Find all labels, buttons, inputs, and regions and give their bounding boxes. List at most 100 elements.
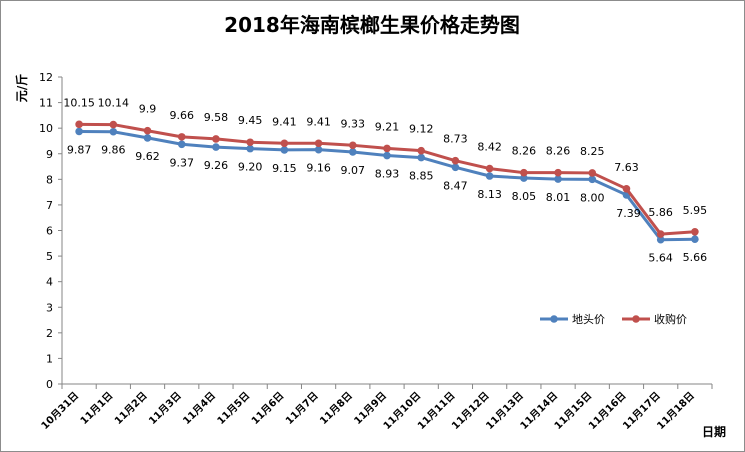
data-label: 8.05 (512, 190, 537, 203)
y-tick-label: 8 (46, 173, 53, 186)
data-label: 9.62 (135, 150, 160, 163)
data-point (588, 169, 597, 177)
data-point (348, 148, 357, 156)
data-label: 8.26 (546, 145, 571, 158)
x-axis-label: 日期 (702, 424, 726, 439)
y-tick-label: 0 (46, 378, 53, 391)
data-point (177, 133, 186, 141)
data-point (348, 141, 357, 150)
data-point (554, 175, 562, 183)
data-label: 9.33 (341, 117, 366, 130)
x-tick-label: 11月18日 (655, 390, 697, 432)
data-point (383, 151, 391, 160)
x-tick-label: 11月8日 (318, 390, 355, 427)
x-tick-label: 11月1日 (78, 390, 115, 427)
data-label: 8.26 (512, 145, 537, 158)
data-label: 8.47 (443, 179, 468, 192)
data-label: 5.64 (648, 252, 673, 265)
data-point (417, 146, 426, 155)
data-point (246, 144, 254, 153)
data-point (109, 127, 118, 136)
data-point (417, 153, 426, 162)
y-tick-label: 3 (46, 301, 53, 314)
x-tick-label: 11月6日 (249, 390, 286, 427)
data-label: 8.25 (580, 145, 605, 158)
data-label: 10.15 (63, 96, 95, 109)
data-point (212, 143, 220, 151)
data-label: 5.66 (683, 251, 708, 264)
data-label: 9.37 (169, 156, 194, 169)
data-label: 8.13 (477, 188, 502, 201)
data-label: 9.87 (67, 143, 92, 156)
series-shougou (75, 120, 699, 238)
data-point (280, 139, 289, 148)
y-tick-label: 9 (46, 148, 53, 161)
data-point (588, 175, 597, 184)
data-label: 9.9 (139, 103, 157, 116)
data-label: 10.14 (98, 97, 130, 110)
data-point (280, 146, 289, 154)
chart-title: 2018年海南槟榔生果价格走势图 (224, 13, 520, 37)
data-point (485, 172, 494, 180)
data-point (691, 235, 699, 243)
data-point (75, 120, 83, 129)
y-tick-label: 10 (39, 122, 53, 135)
legend: 地头价 收购价 (540, 312, 687, 326)
data-label: 5.95 (683, 204, 708, 217)
legend-swatch-marker (632, 315, 640, 323)
x-tick-label: 11月3日 (146, 390, 183, 427)
series-layer: 10.15 10.14 9.9 9.66 9.58 9.45 9.41 9.41 9.33 9.2… (63, 96, 707, 264)
y-tick-label: 11 (39, 97, 53, 110)
series-ditou (75, 127, 699, 244)
data-label: 8.93 (375, 168, 400, 181)
data-label: 8.73 (443, 133, 468, 146)
y-tick-label: 6 (46, 225, 53, 238)
data-label: 9.41 (272, 115, 297, 128)
data-label: 9.26 (204, 159, 229, 172)
data-label: 9.20 (238, 161, 263, 174)
legend-swatch-marker (550, 315, 558, 323)
x-tick-label: 11月5日 (215, 390, 252, 427)
data-label: 9.86 (101, 144, 126, 157)
data-label: 9.16 (306, 162, 331, 175)
data-point (314, 139, 323, 148)
data-point (622, 184, 631, 193)
data-label: 9.45 (238, 114, 263, 127)
data-point (177, 140, 186, 149)
data-label: 9.12 (409, 123, 434, 136)
data-point (554, 168, 562, 177)
data-label: 7.39 (616, 207, 641, 220)
y-axis-label: 元/斤 (14, 74, 29, 102)
data-point (520, 174, 528, 182)
data-label: 9.07 (341, 164, 366, 177)
data-label: 7.63 (614, 161, 639, 174)
data-label: 9.21 (375, 120, 400, 133)
data-point (75, 127, 83, 136)
data-label: 9.15 (272, 162, 297, 175)
data-point (520, 168, 528, 177)
y-tick-label: 5 (46, 250, 53, 263)
data-point (212, 135, 220, 143)
data-label: 8.01 (546, 191, 571, 204)
y-tick-label: 4 (46, 276, 53, 289)
data-label: 8.42 (477, 141, 502, 154)
data-point (656, 230, 665, 238)
data-point (143, 134, 152, 142)
data-point (314, 145, 323, 154)
data-label: 9.41 (306, 115, 331, 128)
data-label: 5.86 (648, 206, 673, 219)
legend-label: 收购价 (654, 312, 687, 326)
data-point (691, 227, 699, 236)
data-point (485, 164, 494, 173)
x-tick-label: 10月31日 (39, 390, 81, 432)
legend-label: 地头价 (572, 313, 605, 326)
data-point (451, 156, 460, 165)
x-tick-label: 11月4日 (181, 390, 218, 427)
data-point (143, 126, 152, 135)
data-point (383, 144, 391, 153)
y-tick-label: 7 (46, 199, 53, 212)
y-tick-label: 12 (39, 71, 53, 84)
data-point (656, 235, 665, 244)
